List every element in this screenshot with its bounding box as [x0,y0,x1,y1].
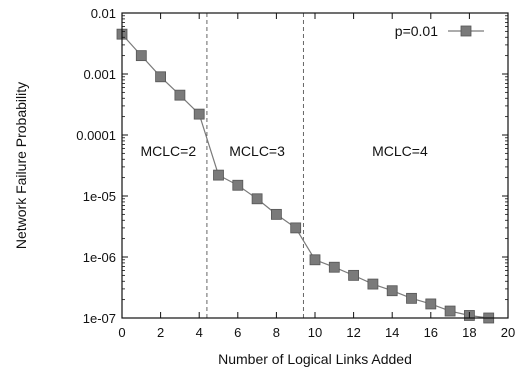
x-tick-label: 2 [157,325,164,340]
y-tick-label: 1e-06 [83,250,116,265]
region-label: MCLC=4 [372,143,428,159]
legend-label: p=0.01 [395,23,438,39]
x-tick-label: 0 [118,325,125,340]
x-tick-label: 14 [385,325,399,340]
data-point-marker [135,50,147,62]
y-tick-label: 0.01 [91,6,116,21]
data-point-marker [270,208,282,220]
data-point-marker [232,179,244,191]
data-point-marker [348,269,360,281]
data-point-marker [213,169,224,181]
region-divider-lines [206,13,304,318]
x-tick-label: 12 [346,325,360,340]
data-point-marker [444,305,456,317]
y-tick-label: 0.001 [83,67,116,82]
x-tick-label: 4 [196,325,203,340]
data-point-marker [367,278,379,290]
data-point-marker [309,254,321,266]
region-annotations: MCLC=2 MCLC=3 MCLC=4 [140,143,427,159]
data-point-marker [174,89,186,101]
data-point-marker [328,261,340,273]
x-axis-title: Number of Logical Links Added [218,351,412,367]
y-tick-label: 1e-07 [83,311,116,326]
data-point-marker [425,298,437,310]
data-point-marker [290,222,302,234]
x-tick-label: 16 [424,325,438,340]
x-tick-label: 8 [273,325,280,340]
y-axis-title: Network Failure Probability [13,82,29,249]
x-tick-label: 20 [501,325,515,340]
data-point-marker [193,108,205,120]
axis-ticks: 0 2 4 6 8 10 12 14 16 18 20 0.01 0.001 0.0001 1e-05 1e-… [76,6,515,340]
region-label: MCLC=3 [229,143,285,159]
data-point-marker [251,193,263,205]
legend-marker [460,25,472,37]
data-point-marker [155,71,167,83]
data-point-marker [406,292,417,304]
x-tick-label: 10 [308,325,322,340]
x-tick-label: 6 [234,325,241,340]
data-point-marker [386,285,398,297]
x-tick-label: 18 [462,325,476,340]
y-tick-label: 1e-05 [83,189,116,204]
region-label: MCLC=2 [140,143,196,159]
legend: p=0.01 [395,23,484,39]
y-tick-label: 0.0001 [76,128,116,143]
